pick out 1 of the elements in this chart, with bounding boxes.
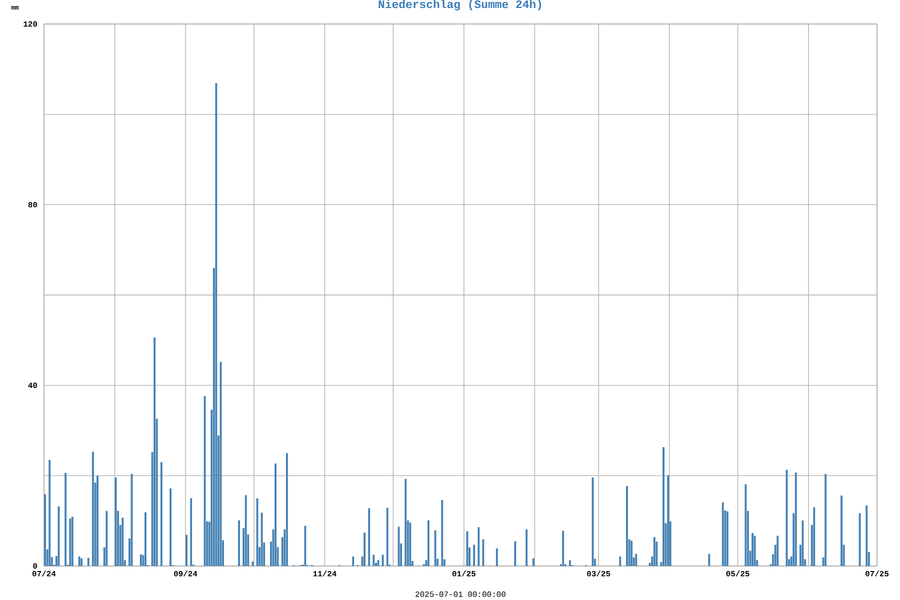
chart-title: Niederschlag (Summe 24h): [378, 0, 542, 10]
